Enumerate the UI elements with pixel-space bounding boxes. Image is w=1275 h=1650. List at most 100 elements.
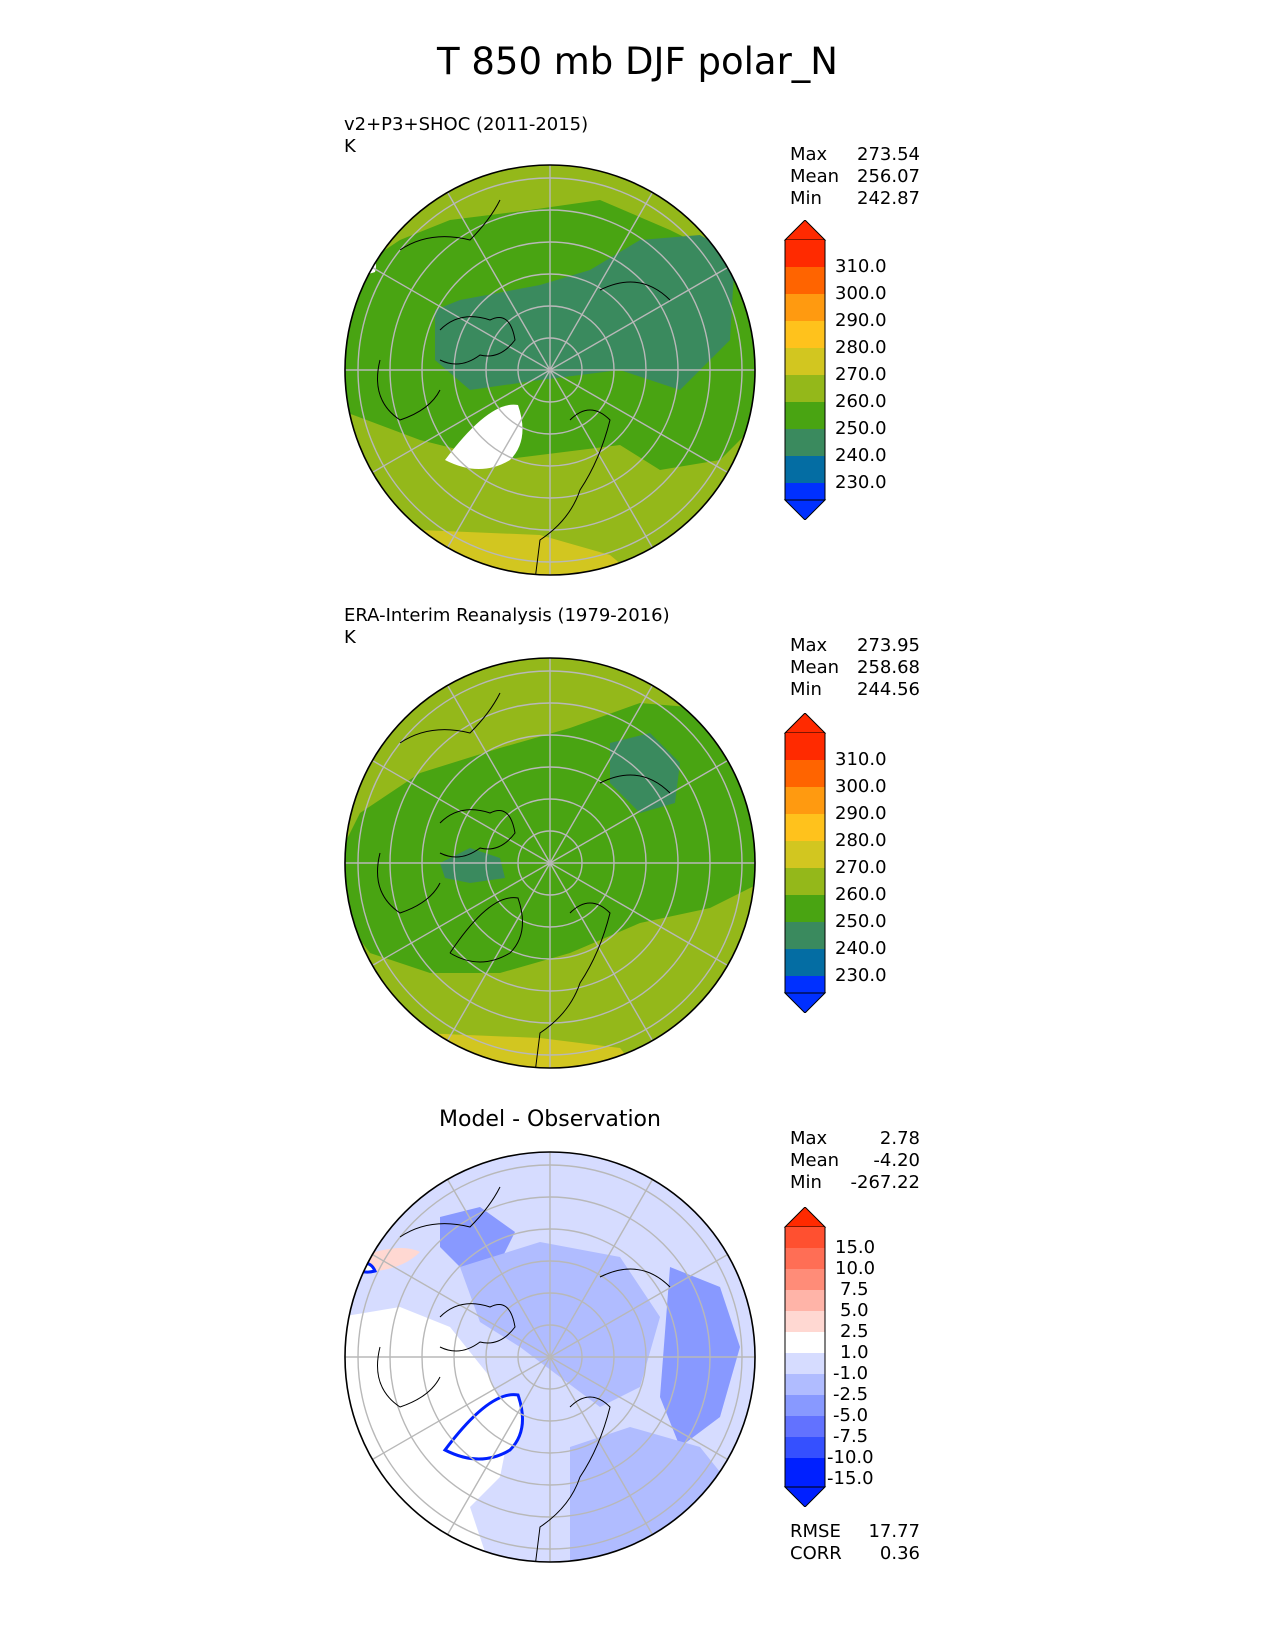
colorbar-tick: 250.0 xyxy=(835,418,887,439)
stat-value: 273.95 xyxy=(857,635,920,656)
map-field-250 xyxy=(435,235,735,390)
panel-1-stats: Max 273.54 Mean 256.07 Min 242.87 xyxy=(790,144,920,210)
panel-3-extra-stats: RMSE 17.77 CORR 0.36 xyxy=(790,1521,920,1565)
panel-1-title: v2+P3+SHOC (2011-2015) xyxy=(344,114,589,135)
colorbar-tick: 15.0 xyxy=(835,1237,875,1258)
stat-value: 2.78 xyxy=(879,1128,920,1149)
colorbar-extend-max xyxy=(783,713,827,734)
map-boundary xyxy=(344,164,756,576)
colorbar-segment xyxy=(785,868,825,895)
colorbar-tick: -7.5 xyxy=(833,1426,868,1447)
stat-value: -267.22 xyxy=(850,1172,920,1193)
colorbar-extend-min xyxy=(783,992,827,1013)
colorbar-tick: 280.0 xyxy=(835,830,887,851)
map-coastlines xyxy=(377,1186,671,1562)
map-graticule xyxy=(345,1152,755,1562)
colorbar-segment xyxy=(785,1290,825,1311)
map-coastlines xyxy=(377,692,671,1068)
map-missing-greenland xyxy=(445,404,523,469)
colorbar-tick: -10.0 xyxy=(827,1447,874,1468)
colorbar-tick: 310.0 xyxy=(835,256,887,277)
colorbar-tick: 270.0 xyxy=(835,857,887,878)
panel-3-colorbar: 15.0 10.0 7.5 5.0 2.5 1.0 -1.0 -2.5 -5.0… xyxy=(783,1207,875,1507)
map-field-minus-7p5 xyxy=(440,1207,515,1267)
stat-label: RMSE xyxy=(790,1521,841,1542)
colorbar-segment xyxy=(785,1437,825,1458)
colorbar-segment xyxy=(785,483,825,500)
colorbar-segment xyxy=(785,841,825,868)
stat-label: Max xyxy=(790,635,828,656)
colorbar-segment xyxy=(785,1374,825,1395)
stat-value: 244.56 xyxy=(857,679,920,700)
stat-value: 17.77 xyxy=(868,1521,920,1542)
stat-value: 0.36 xyxy=(879,1543,920,1564)
panel-1-units: K xyxy=(344,136,356,157)
colorbar-extend-max xyxy=(783,1207,827,1228)
colorbar-segment xyxy=(785,240,825,267)
colorbar-tick: 7.5 xyxy=(840,1279,869,1300)
figure-title: T 850 mb DJF polar_N xyxy=(437,40,838,83)
colorbar-extend-max xyxy=(783,220,827,241)
colorbar-segment xyxy=(785,976,825,993)
colorbar-segment xyxy=(785,1353,825,1374)
colorbar-tick: 290.0 xyxy=(835,803,887,824)
colorbar-tick: 2.5 xyxy=(840,1321,869,1342)
stat-value: 256.07 xyxy=(857,166,920,187)
colorbar-segment xyxy=(785,1227,825,1248)
colorbar-tick: 290.0 xyxy=(835,310,887,331)
map-field-minus-5 xyxy=(460,1242,660,1407)
panel-3-stats: Max 2.78 Mean -4.20 Min -267.22 xyxy=(790,1128,920,1194)
stat-label: Min xyxy=(790,188,822,209)
colorbar-tick: 1.0 xyxy=(840,1342,869,1363)
colorbar-tick: 310.0 xyxy=(835,749,887,770)
colorbar-segment xyxy=(785,294,825,321)
colorbar-segment xyxy=(785,267,825,294)
stat-value: 242.87 xyxy=(857,188,920,209)
stat-label: Max xyxy=(790,1128,828,1149)
stat-value: -4.20 xyxy=(873,1150,920,1171)
colorbar-tick: 280.0 xyxy=(835,337,887,358)
colorbar-tick: 230.0 xyxy=(835,965,887,986)
colorbar-tick: 300.0 xyxy=(835,283,887,304)
colorbar-segment xyxy=(785,949,825,976)
stat-label: Min xyxy=(790,1172,822,1193)
colorbar-tick: -1.0 xyxy=(833,1363,868,1384)
colorbar-segment xyxy=(785,1311,825,1332)
colorbar-tick: 230.0 xyxy=(835,472,887,493)
panel-2-title: ERA-Interim Reanalysis (1979-2016) xyxy=(344,605,670,626)
colorbar-segment xyxy=(785,1332,825,1353)
panel-3-title: Model - Observation xyxy=(439,1107,661,1132)
colorbar-segment xyxy=(785,1395,825,1416)
colorbar-tick: 260.0 xyxy=(835,391,887,412)
stat-label: Mean xyxy=(790,1150,840,1171)
colorbar-tick: -5.0 xyxy=(833,1405,868,1426)
colorbar-segment xyxy=(785,348,825,375)
stat-label: Mean xyxy=(790,657,840,678)
colorbar-segment xyxy=(785,760,825,787)
colorbar-segment xyxy=(785,1269,825,1290)
colorbar-segment xyxy=(785,321,825,348)
colorbar-tick: -2.5 xyxy=(833,1384,868,1405)
colorbar-segment xyxy=(785,1248,825,1269)
colorbar-segment xyxy=(785,787,825,814)
colorbar-tick: 270.0 xyxy=(835,364,887,385)
colorbar-tick: 10.0 xyxy=(835,1258,875,1279)
colorbar-segment xyxy=(785,922,825,949)
colorbar-segment xyxy=(785,1458,825,1487)
map-graticule xyxy=(345,658,755,1068)
map-graticule xyxy=(345,165,755,575)
colorbar-segment xyxy=(785,402,825,429)
colorbar-extend-min xyxy=(783,1486,827,1507)
stat-label: Mean xyxy=(790,166,840,187)
panel-2-stats: Max 273.95 Mean 258.68 Min 244.56 xyxy=(790,635,920,701)
colorbar-tick: 240.0 xyxy=(835,445,887,466)
stat-label: Min xyxy=(790,679,822,700)
panel-2-polar-map xyxy=(344,657,756,1069)
panel-3-polar-map xyxy=(344,1151,756,1563)
colorbar-segment xyxy=(785,814,825,841)
map-boundary xyxy=(344,657,756,1069)
stat-value: 273.54 xyxy=(857,144,920,165)
map-boundary xyxy=(344,1151,756,1563)
panel-2-units: K xyxy=(344,627,356,648)
colorbar-extend-min xyxy=(783,499,827,520)
